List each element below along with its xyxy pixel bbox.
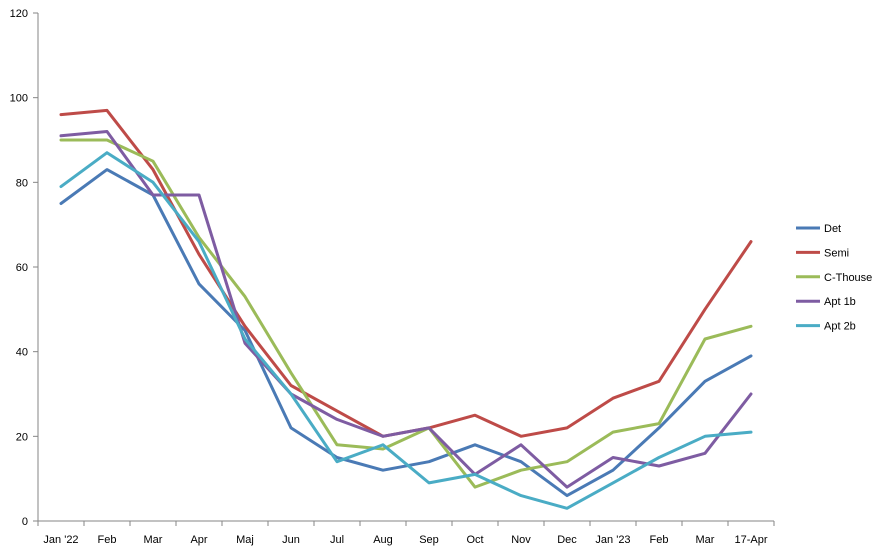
y-axis: 0 20 40 60 80 100 120 bbox=[10, 8, 39, 528]
x-tick-label: Mar bbox=[144, 534, 163, 546]
legend-label: Det bbox=[824, 223, 841, 235]
series-line-apt-2b bbox=[59, 151, 753, 510]
legend: Det Semi C-Thouse Apt 1b Apt 2b bbox=[796, 223, 872, 333]
x-tick-label: Jun bbox=[282, 534, 300, 546]
x-tick-label: Nov bbox=[511, 534, 531, 546]
x-tick-label: Apr bbox=[190, 534, 207, 546]
x-tick-label: Jul bbox=[330, 534, 344, 546]
x-tick-label: Feb bbox=[98, 534, 117, 546]
y-tick-label: 100 bbox=[10, 93, 28, 105]
series-line-c-thouse bbox=[59, 138, 753, 489]
x-tick-label: Maj bbox=[236, 534, 254, 546]
x-tick-label: Dec bbox=[557, 534, 577, 546]
series-lines bbox=[59, 108, 753, 510]
y-tick-label: 20 bbox=[16, 431, 28, 443]
x-tick-label: 17-Apr bbox=[734, 534, 767, 546]
y-tick-label: 120 bbox=[10, 8, 28, 20]
series-line-apt-1b bbox=[59, 130, 753, 489]
y-tick-label: 40 bbox=[16, 347, 28, 359]
x-tick-label: Jan '22 bbox=[43, 534, 78, 546]
x-tick-label: Sep bbox=[419, 534, 439, 546]
x-tick-label: Aug bbox=[373, 534, 393, 546]
x-tick-label: Jan '23 bbox=[595, 534, 630, 546]
series-line-det bbox=[59, 168, 753, 498]
legend-label: C-Thouse bbox=[824, 272, 872, 284]
x-tick-label: Feb bbox=[650, 534, 669, 546]
y-tick-label: 60 bbox=[16, 262, 28, 274]
legend-label: Apt 1b bbox=[824, 296, 856, 308]
legend-label: Apt 2b bbox=[824, 321, 856, 333]
y-tick-label: 80 bbox=[16, 177, 28, 189]
legend-label: Semi bbox=[824, 247, 849, 259]
x-tick-label: Mar bbox=[696, 534, 715, 546]
x-axis: Jan '22 Feb Mar Apr Maj Jun Jul Aug Sep Oct Nov Dec… bbox=[37, 520, 775, 546]
x-tick-label: Oct bbox=[466, 534, 483, 546]
y-tick-label: 0 bbox=[22, 516, 28, 528]
series-line-semi bbox=[59, 108, 753, 438]
